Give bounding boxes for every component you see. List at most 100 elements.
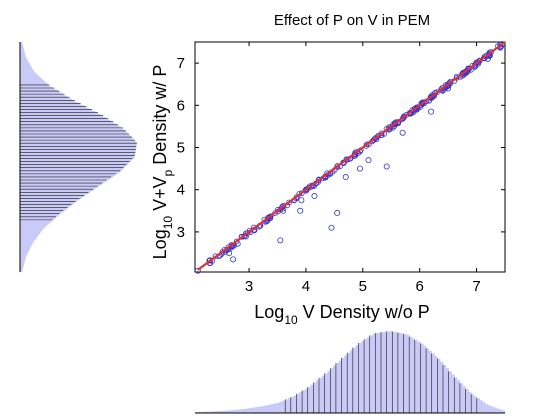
histogram-bar	[240, 409, 244, 413]
histogram-bar	[319, 377, 323, 413]
y-marginal-histogram	[19, 42, 137, 273]
x-marginal-histogram	[195, 331, 506, 414]
histogram-bar	[20, 186, 98, 188]
data-point	[280, 207, 287, 214]
histogram-bar	[355, 345, 359, 413]
y-axis-label-mid: V+V	[150, 176, 170, 216]
histogram-bar	[20, 203, 74, 205]
y-axis-ticks: 3 4 5 6 7	[177, 55, 505, 241]
y-axis-label-sub1: 10	[161, 216, 175, 230]
histogram-bar	[313, 382, 317, 413]
histogram-bar	[327, 370, 331, 413]
histogram-bar	[20, 268, 23, 271]
histogram-bar	[20, 86, 52, 89]
histogram-bar	[20, 138, 134, 141]
histogram-bar	[20, 245, 31, 248]
data-point	[230, 256, 237, 263]
histogram-bar	[20, 92, 62, 95]
histogram-bar	[471, 394, 475, 413]
histogram-bar	[333, 365, 337, 413]
histogram-bar	[20, 236, 37, 239]
histogram-bar	[20, 161, 130, 164]
histogram-bar	[20, 244, 32, 247]
histogram-bar	[20, 160, 131, 162]
histogram-bar	[20, 72, 37, 75]
histogram-bar	[20, 130, 127, 133]
histogram-bar	[20, 153, 136, 156]
histogram-bar	[20, 69, 34, 72]
histogram-bar	[361, 341, 365, 413]
histogram-bar	[259, 406, 263, 413]
histogram-bar	[20, 198, 80, 201]
histogram-bar	[20, 126, 121, 129]
histogram-bar	[20, 252, 28, 254]
histogram-bar	[420, 343, 424, 413]
histogram-bar	[20, 89, 57, 92]
histogram-bar	[20, 140, 136, 142]
histogram-bar	[20, 117, 106, 119]
histogram-bar	[20, 115, 104, 118]
histogram-bar	[242, 408, 247, 413]
histogram-bar	[20, 112, 98, 115]
fit-line	[197, 41, 506, 271]
histogram-bar	[20, 83, 48, 86]
histogram-bar	[490, 406, 495, 413]
y-tick-label: 7	[177, 55, 185, 72]
histogram-bar	[20, 247, 31, 250]
y-axis-label-rest: Density w/ P	[150, 65, 170, 170]
histogram-bar	[366, 337, 371, 413]
data-point	[401, 114, 407, 120]
histogram-bar	[206, 411, 210, 413]
histogram-bar	[20, 98, 73, 101]
histogram-bar	[350, 350, 354, 413]
histogram-bar	[364, 339, 368, 413]
histogram-bar	[20, 57, 27, 60]
histogram-bar	[20, 150, 136, 153]
y-axis-label-base: Log	[150, 229, 170, 259]
histogram-bar	[20, 233, 39, 236]
histogram-bar	[20, 239, 35, 242]
histogram-bar	[20, 204, 72, 207]
histogram-bar	[482, 402, 486, 413]
histogram-bar	[375, 333, 379, 413]
histogram-bar	[288, 398, 292, 413]
histogram-bar	[214, 411, 218, 413]
histogram-bar	[20, 75, 40, 78]
histogram-bar	[20, 193, 87, 196]
histogram-bar	[434, 356, 438, 413]
histogram-bar	[307, 387, 311, 413]
histogram-bar	[20, 218, 55, 221]
data-point	[499, 41, 506, 48]
histogram-bar	[20, 107, 90, 110]
histogram-bar	[237, 409, 241, 413]
histogram-bar	[20, 124, 119, 127]
histogram-bar	[20, 77, 42, 80]
histogram-bar	[234, 409, 238, 413]
histogram-bar	[20, 146, 137, 149]
histogram-bar	[20, 175, 114, 178]
histogram-bar	[271, 404, 275, 413]
data-point	[365, 157, 372, 164]
histogram-bar	[231, 410, 235, 413]
histogram-bar	[220, 410, 224, 413]
histogram-bar	[20, 94, 65, 96]
histogram-bar	[20, 91, 60, 93]
histogram-bar	[20, 261, 25, 264]
histogram-bar	[20, 118, 109, 121]
x-tick-label: 5	[359, 278, 367, 295]
histogram-bar	[412, 338, 416, 413]
histogram-bar	[20, 258, 26, 261]
histogram-bar	[20, 123, 116, 126]
histogram-bar	[341, 357, 345, 413]
histogram-bar	[493, 407, 497, 413]
histogram-bar	[440, 361, 444, 413]
histogram-bar	[20, 103, 81, 106]
histogram-bar	[265, 405, 269, 413]
histogram-bar	[479, 400, 483, 413]
histogram-bar	[20, 170, 121, 173]
histogram-bar	[502, 410, 506, 413]
histogram-bar	[20, 187, 96, 190]
data-point	[226, 250, 233, 257]
histogram-bar	[20, 134, 130, 136]
